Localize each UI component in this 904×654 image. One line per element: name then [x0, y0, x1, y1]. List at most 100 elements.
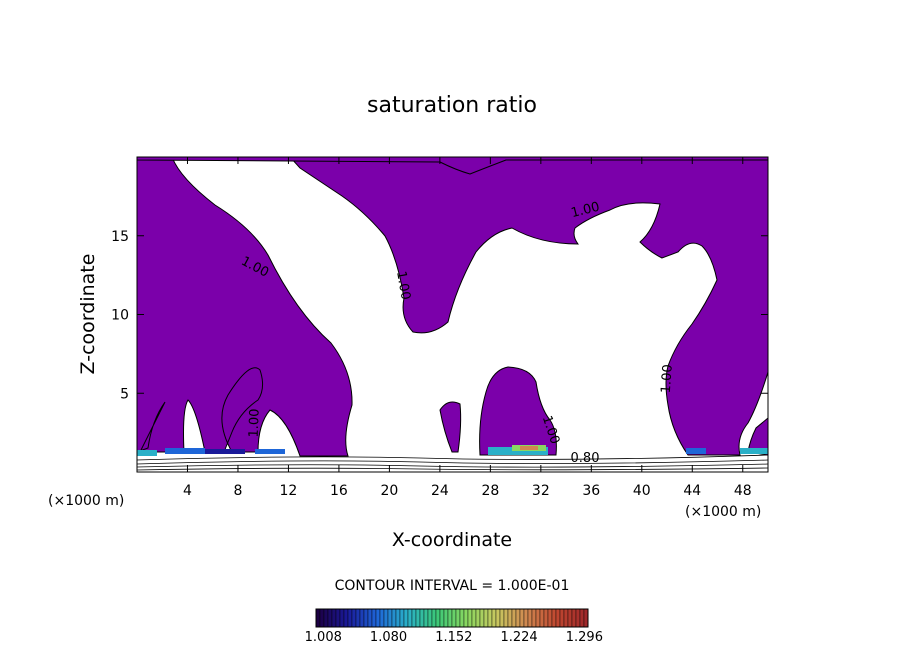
y-axis-ticks: 5 10 15 — [111, 229, 768, 402]
colorbar-swatch — [491, 608, 497, 628]
colorbar-swatch — [479, 608, 485, 628]
chart-title: saturation ratio — [367, 93, 537, 118]
colorbar — [315, 608, 589, 628]
contour-label: 0.80 — [571, 451, 600, 466]
colorbar-swatch — [391, 608, 397, 628]
colorbar-swatch — [551, 608, 557, 628]
colorbar-swatch — [467, 608, 473, 628]
colorbar-swatch — [539, 608, 545, 628]
colorbar-swatch — [327, 608, 333, 628]
colorbar-swatch — [383, 608, 389, 628]
supersaturated-region-top-strip — [137, 157, 768, 175]
colorbar-swatch — [359, 608, 365, 628]
colorbar-swatch — [503, 608, 509, 628]
colorbar-swatch — [527, 608, 533, 628]
colorbar-swatch — [495, 608, 501, 628]
colorbar-swatch — [427, 608, 433, 628]
x-tick-label: 8 — [233, 483, 242, 499]
x-tick-label: 32 — [532, 483, 550, 499]
low-level-contour-lines — [137, 454, 768, 471]
colorbar-swatch — [543, 608, 549, 628]
colorbar-swatch — [371, 608, 377, 628]
colorbar-swatch — [407, 608, 413, 628]
colorbar-swatch — [507, 608, 513, 628]
y-axis-label: Z-coordinate — [77, 254, 99, 375]
colorbar-swatch — [547, 608, 553, 628]
colorbar-tick-label: 1.008 — [305, 630, 342, 645]
supersaturated-region-upper-right — [289, 157, 768, 456]
colorbar-tick-label: 1.080 — [370, 630, 407, 645]
colorbar-swatch — [451, 608, 457, 628]
colorbar-swatch — [367, 608, 373, 628]
colorbar-swatch — [331, 608, 337, 628]
colorbar-swatch — [363, 608, 369, 628]
x-tick-label: 28 — [481, 483, 499, 499]
y-tick-label: 15 — [111, 229, 129, 245]
supersaturated-region-small — [439, 401, 462, 453]
plot-area — [137, 157, 768, 472]
colorbar-tick-label: 1.296 — [566, 630, 603, 645]
colorbar-swatch — [399, 608, 405, 628]
y-tick-label: 10 — [111, 308, 129, 324]
colorbar-swatch — [567, 608, 573, 628]
contour-label: 1.00 — [393, 270, 413, 301]
colorbar-swatch — [423, 608, 429, 628]
colorbar-swatch — [343, 608, 349, 628]
contour-label: 1.00 — [570, 200, 602, 222]
colorbar-swatch — [347, 608, 353, 628]
x-tick-label: 4 — [183, 483, 192, 499]
colorbar-swatch — [519, 608, 525, 628]
colorbar-tick-label: 1.224 — [500, 630, 537, 645]
colorbar-swatch — [563, 608, 569, 628]
colorbar-swatch — [583, 608, 589, 628]
colorbar-frame — [315, 608, 589, 628]
colorbar-swatch — [419, 608, 425, 628]
colorbar-swatch — [443, 608, 449, 628]
colorbar-swatch — [511, 608, 517, 628]
colorbar-swatch — [411, 608, 417, 628]
x-tick-label: 12 — [280, 483, 298, 499]
colorbar-tick-label: 1.152 — [435, 630, 472, 645]
x-axis-ticks: 4 8 12 16 20 24 28 32 36 40 44 48 — [183, 157, 752, 499]
contour-label: 1.00 — [247, 408, 263, 437]
colorbar-swatch — [463, 608, 469, 628]
colorbar-swatch — [559, 608, 565, 628]
supersaturated-region-mid — [479, 366, 557, 456]
colorbar-swatch — [335, 608, 341, 628]
colorbar-swatch — [515, 608, 521, 628]
colorbar-swatch — [447, 608, 453, 628]
contour-label: 1.00 — [659, 364, 676, 394]
colorbar-swatch — [375, 608, 381, 628]
colorbar-swatch — [523, 608, 529, 628]
colorbar-swatch — [379, 608, 385, 628]
colorbar-swatch — [395, 608, 401, 628]
z-axis-unit: (×1000 m) — [48, 493, 124, 509]
contour-interval-note: CONTOUR INTERVAL = 1.000E-01 — [335, 578, 570, 594]
supersaturated-region-left — [137, 157, 353, 457]
y-tick-label: 5 — [120, 386, 129, 402]
colorbar-swatch — [351, 608, 357, 628]
x-tick-label: 36 — [582, 483, 600, 499]
x-axis-label: X-coordinate — [392, 529, 512, 551]
colorbar-swatch — [355, 608, 361, 628]
colorbar-swatch — [459, 608, 465, 628]
colorbar-swatch — [535, 608, 541, 628]
colorbar-swatch — [575, 608, 581, 628]
x-tick-label: 40 — [633, 483, 651, 499]
colorbar-swatch — [415, 608, 421, 628]
colorbar-swatch — [403, 608, 409, 628]
x-tick-label: 48 — [734, 483, 752, 499]
colorbar-swatch — [431, 608, 437, 628]
colorbar-swatch — [455, 608, 461, 628]
x-tick-label: 44 — [683, 483, 701, 499]
colorbar-swatch — [339, 608, 345, 628]
colorbar-swatch — [435, 608, 441, 628]
colorbar-swatch — [487, 608, 493, 628]
colorbar-swatch — [475, 608, 481, 628]
colorbar-swatch — [555, 608, 561, 628]
x-tick-label: 16 — [330, 483, 348, 499]
x-tick-label: 24 — [431, 483, 449, 499]
colorbar-swatch — [323, 608, 329, 628]
colorbar-swatch — [315, 608, 321, 628]
